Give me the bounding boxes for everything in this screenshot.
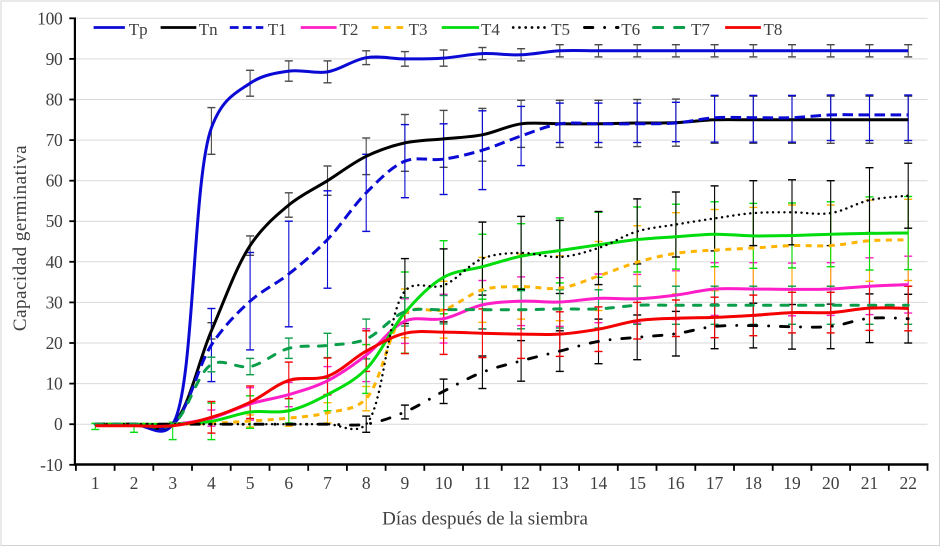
svg-text:20: 20 — [46, 333, 63, 353]
svg-text:T2: T2 — [340, 20, 359, 39]
svg-text:T4: T4 — [481, 20, 500, 39]
svg-text:21: 21 — [861, 473, 879, 493]
svg-text:8: 8 — [362, 473, 371, 493]
svg-text:T7: T7 — [691, 20, 710, 39]
svg-text:6: 6 — [284, 473, 293, 493]
svg-text:90: 90 — [46, 49, 63, 69]
svg-text:17: 17 — [706, 473, 724, 493]
svg-text:22: 22 — [899, 473, 917, 493]
svg-text:15: 15 — [628, 473, 646, 493]
svg-text:11: 11 — [474, 473, 491, 493]
svg-text:60: 60 — [46, 171, 63, 191]
svg-text:30: 30 — [46, 292, 63, 312]
svg-text:3: 3 — [168, 473, 177, 493]
svg-text:10: 10 — [435, 473, 453, 493]
svg-text:40: 40 — [46, 252, 63, 272]
svg-text:5: 5 — [246, 473, 255, 493]
svg-text:70: 70 — [46, 130, 63, 150]
svg-text:13: 13 — [551, 473, 569, 493]
svg-text:Tn: Tn — [199, 20, 218, 39]
svg-text:1: 1 — [91, 473, 100, 493]
svg-text:T5: T5 — [551, 20, 570, 39]
svg-text:9: 9 — [401, 473, 410, 493]
svg-text:12: 12 — [512, 473, 530, 493]
svg-text:T1: T1 — [268, 20, 287, 39]
svg-text:Tp: Tp — [129, 20, 148, 39]
svg-text:14: 14 — [590, 473, 608, 493]
svg-text:Días después de la siembra: Días después de la siembra — [382, 509, 588, 530]
svg-text:4: 4 — [207, 473, 216, 493]
svg-text:19: 19 — [783, 473, 801, 493]
svg-text:80: 80 — [46, 90, 63, 110]
svg-text:-10: -10 — [40, 455, 63, 475]
svg-text:T3: T3 — [409, 20, 428, 39]
svg-text:100: 100 — [37, 8, 63, 28]
svg-text:0: 0 — [54, 414, 63, 434]
svg-text:10: 10 — [46, 374, 63, 394]
svg-text:7: 7 — [323, 473, 332, 493]
svg-text:T6: T6 — [621, 20, 640, 39]
svg-text:Capacidad germinativa: Capacidad germinativa — [10, 145, 31, 331]
svg-text:18: 18 — [745, 473, 763, 493]
svg-text:50: 50 — [46, 211, 63, 231]
svg-text:2: 2 — [130, 473, 139, 493]
svg-text:20: 20 — [822, 473, 840, 493]
svg-text:16: 16 — [667, 473, 685, 493]
svg-text:T8: T8 — [764, 20, 783, 39]
